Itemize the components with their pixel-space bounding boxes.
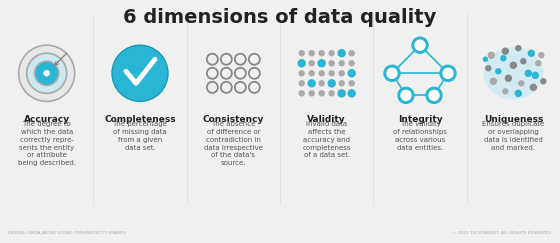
Circle shape bbox=[412, 37, 428, 53]
Circle shape bbox=[429, 90, 439, 100]
Circle shape bbox=[541, 79, 546, 84]
Circle shape bbox=[348, 70, 355, 77]
Circle shape bbox=[443, 68, 453, 78]
Circle shape bbox=[298, 60, 305, 67]
Text: © 2023 TECHTARGET. ALL RIGHTS RESERVED.: © 2023 TECHTARGET. ALL RIGHTS RESERVED. bbox=[452, 231, 552, 235]
Circle shape bbox=[35, 61, 59, 85]
Circle shape bbox=[505, 75, 511, 81]
Circle shape bbox=[426, 87, 442, 104]
Circle shape bbox=[308, 80, 315, 87]
Circle shape bbox=[44, 71, 49, 76]
Circle shape bbox=[299, 81, 304, 86]
Circle shape bbox=[491, 78, 496, 84]
Circle shape bbox=[387, 68, 397, 78]
Circle shape bbox=[349, 61, 354, 66]
Circle shape bbox=[521, 59, 526, 64]
Circle shape bbox=[319, 81, 324, 86]
Circle shape bbox=[502, 48, 508, 54]
Text: The validity
of relationships
across various
data entities.: The validity of relationships across var… bbox=[393, 122, 447, 151]
Circle shape bbox=[515, 90, 521, 96]
Circle shape bbox=[349, 81, 354, 86]
Circle shape bbox=[27, 53, 67, 93]
Text: Uniqueness: Uniqueness bbox=[484, 115, 543, 124]
Circle shape bbox=[536, 61, 541, 66]
Circle shape bbox=[329, 91, 334, 96]
Circle shape bbox=[533, 72, 538, 78]
Circle shape bbox=[328, 80, 335, 87]
Circle shape bbox=[440, 65, 456, 81]
Circle shape bbox=[525, 70, 531, 76]
Circle shape bbox=[309, 91, 314, 96]
Circle shape bbox=[486, 66, 491, 71]
Circle shape bbox=[112, 45, 168, 101]
Circle shape bbox=[18, 45, 74, 101]
Circle shape bbox=[309, 71, 314, 76]
Text: The percentage
of missing data
from a given
data set.: The percentage of missing data from a gi… bbox=[113, 122, 167, 151]
Circle shape bbox=[528, 50, 534, 56]
Circle shape bbox=[319, 51, 324, 56]
Circle shape bbox=[516, 46, 521, 51]
Circle shape bbox=[299, 51, 304, 56]
Text: Validity: Validity bbox=[307, 115, 346, 124]
Text: Integrity: Integrity bbox=[398, 115, 442, 124]
Circle shape bbox=[339, 71, 344, 76]
Circle shape bbox=[41, 68, 52, 78]
Circle shape bbox=[496, 69, 501, 74]
Circle shape bbox=[539, 53, 544, 58]
Circle shape bbox=[299, 71, 304, 76]
Text: 6 dimensions of data quality: 6 dimensions of data quality bbox=[123, 8, 437, 27]
Circle shape bbox=[319, 71, 324, 76]
Circle shape bbox=[348, 90, 355, 97]
Circle shape bbox=[488, 52, 494, 58]
Text: DESIGN: LINDA JACOB; ICONS: FREEPIK/GETTY IMAGES: DESIGN: LINDA JACOB; ICONS: FREEPIK/GETT… bbox=[8, 231, 126, 235]
Circle shape bbox=[519, 81, 524, 86]
Circle shape bbox=[309, 51, 314, 56]
Text: The degree to
which the data
correctly repre-
sents the entity
or attribute
bein: The degree to which the data correctly r… bbox=[18, 122, 76, 166]
Circle shape bbox=[398, 87, 414, 104]
Circle shape bbox=[415, 40, 425, 50]
Circle shape bbox=[329, 61, 334, 66]
Circle shape bbox=[401, 90, 411, 100]
Text: Accuracy: Accuracy bbox=[24, 115, 70, 124]
Text: Ensures duplicate
or overlapping
data is identified
and marked.: Ensures duplicate or overlapping data is… bbox=[482, 122, 544, 151]
Circle shape bbox=[501, 56, 506, 61]
Ellipse shape bbox=[483, 47, 543, 99]
Circle shape bbox=[309, 61, 314, 66]
Circle shape bbox=[339, 81, 344, 86]
Circle shape bbox=[510, 62, 516, 68]
Text: Consistency: Consistency bbox=[203, 115, 264, 124]
Circle shape bbox=[503, 89, 508, 94]
Text: Completeness: Completeness bbox=[104, 115, 176, 124]
Circle shape bbox=[338, 50, 345, 57]
Circle shape bbox=[329, 51, 334, 56]
Circle shape bbox=[329, 71, 334, 76]
Circle shape bbox=[338, 90, 345, 97]
Circle shape bbox=[384, 65, 400, 81]
Circle shape bbox=[339, 61, 344, 66]
Circle shape bbox=[318, 60, 325, 67]
Circle shape bbox=[299, 91, 304, 96]
Text: Invalid data
affects the
accuracy and
completeness
of a data set.: Invalid data affects the accuracy and co… bbox=[302, 122, 351, 158]
Circle shape bbox=[483, 57, 487, 61]
Circle shape bbox=[319, 91, 324, 96]
Circle shape bbox=[349, 51, 354, 56]
Circle shape bbox=[530, 84, 536, 90]
Text: The absence
of difference or
contradiction in
data irrespective
of the data's
so: The absence of difference or contradicti… bbox=[204, 122, 263, 166]
